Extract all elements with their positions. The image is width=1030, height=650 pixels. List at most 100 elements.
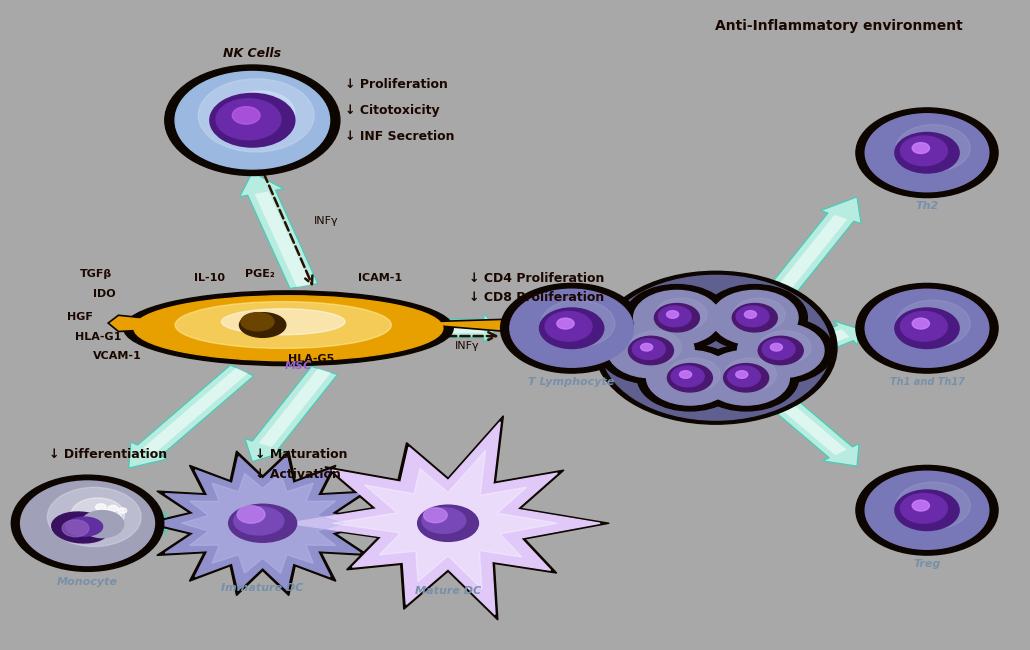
- Text: Immature DC: Immature DC: [221, 583, 304, 593]
- Circle shape: [913, 318, 929, 329]
- Circle shape: [80, 511, 124, 538]
- Text: Treg: Treg: [914, 558, 940, 569]
- Text: Mature DC: Mature DC: [415, 586, 481, 597]
- Polygon shape: [755, 197, 861, 313]
- Circle shape: [895, 308, 959, 348]
- Text: ↓ Maturation: ↓ Maturation: [255, 448, 348, 461]
- Polygon shape: [789, 329, 850, 358]
- Ellipse shape: [124, 291, 453, 365]
- Circle shape: [628, 336, 674, 365]
- Polygon shape: [165, 512, 168, 535]
- Circle shape: [913, 142, 929, 153]
- Circle shape: [647, 350, 733, 405]
- Text: INFγ: INFγ: [314, 216, 339, 226]
- Circle shape: [712, 291, 798, 345]
- Circle shape: [237, 506, 265, 523]
- Circle shape: [693, 344, 798, 411]
- Ellipse shape: [422, 508, 466, 534]
- Ellipse shape: [175, 302, 391, 348]
- Text: IL-10: IL-10: [194, 273, 225, 283]
- Circle shape: [510, 289, 633, 367]
- Circle shape: [47, 488, 141, 547]
- Polygon shape: [422, 324, 484, 333]
- Circle shape: [108, 505, 118, 512]
- Polygon shape: [616, 326, 652, 348]
- Polygon shape: [240, 172, 317, 289]
- Polygon shape: [344, 520, 360, 526]
- Circle shape: [770, 343, 783, 351]
- Polygon shape: [108, 315, 180, 332]
- Ellipse shape: [134, 296, 443, 361]
- Polygon shape: [154, 457, 371, 590]
- Circle shape: [900, 136, 948, 166]
- Ellipse shape: [241, 313, 274, 331]
- Circle shape: [110, 514, 122, 521]
- Circle shape: [727, 366, 760, 387]
- Text: T Lymphocyte: T Lymphocyte: [528, 376, 615, 387]
- Circle shape: [594, 271, 837, 424]
- Circle shape: [629, 331, 681, 363]
- Circle shape: [62, 520, 89, 537]
- Ellipse shape: [229, 504, 297, 542]
- Polygon shape: [181, 473, 344, 573]
- Circle shape: [735, 370, 748, 378]
- Circle shape: [896, 482, 970, 529]
- Polygon shape: [143, 368, 248, 453]
- Circle shape: [736, 306, 769, 327]
- Circle shape: [501, 283, 643, 373]
- Circle shape: [865, 114, 989, 192]
- Circle shape: [175, 72, 330, 169]
- Circle shape: [856, 283, 998, 373]
- Ellipse shape: [239, 313, 285, 337]
- Polygon shape: [254, 192, 311, 287]
- Circle shape: [641, 343, 653, 351]
- Circle shape: [728, 317, 833, 384]
- Polygon shape: [628, 327, 647, 345]
- Circle shape: [210, 94, 295, 147]
- Text: Anti-Inflammatory environment: Anti-Inflammatory environment: [715, 19, 963, 33]
- Text: PGE₂: PGE₂: [245, 269, 275, 280]
- Circle shape: [759, 331, 811, 363]
- Polygon shape: [166, 520, 168, 526]
- Text: ↓ Citotoxicity: ↓ Citotoxicity: [345, 104, 440, 117]
- Circle shape: [226, 91, 295, 135]
- Text: NK Cells: NK Cells: [224, 47, 281, 60]
- Circle shape: [557, 318, 574, 329]
- Polygon shape: [259, 369, 331, 447]
- Circle shape: [100, 510, 113, 518]
- Text: Monocyte: Monocyte: [57, 577, 118, 587]
- Polygon shape: [427, 318, 541, 333]
- Text: ↓ INF Secretion: ↓ INF Secretion: [345, 130, 454, 143]
- Polygon shape: [756, 385, 859, 466]
- Circle shape: [633, 291, 720, 345]
- Text: HGF: HGF: [67, 312, 93, 322]
- Circle shape: [895, 490, 959, 530]
- Text: ↓ CD4 Proliferation: ↓ CD4 Proliferation: [469, 272, 604, 285]
- Circle shape: [865, 471, 989, 549]
- Circle shape: [545, 311, 592, 341]
- Circle shape: [624, 285, 729, 351]
- Polygon shape: [278, 416, 609, 620]
- Circle shape: [745, 311, 756, 318]
- Circle shape: [655, 298, 708, 331]
- Circle shape: [856, 108, 998, 198]
- Polygon shape: [245, 367, 338, 462]
- Polygon shape: [761, 215, 848, 311]
- Circle shape: [913, 500, 929, 511]
- Circle shape: [198, 79, 314, 152]
- Circle shape: [672, 366, 705, 387]
- Circle shape: [900, 493, 948, 523]
- Polygon shape: [129, 365, 253, 468]
- Circle shape: [758, 336, 803, 365]
- Ellipse shape: [221, 309, 345, 335]
- Circle shape: [895, 133, 959, 173]
- Circle shape: [732, 304, 778, 332]
- Text: ↓ Activation: ↓ Activation: [255, 468, 341, 481]
- Circle shape: [733, 298, 785, 331]
- Circle shape: [96, 504, 106, 511]
- Circle shape: [865, 289, 989, 367]
- Circle shape: [896, 300, 970, 347]
- Circle shape: [638, 344, 743, 411]
- Ellipse shape: [417, 505, 479, 541]
- Circle shape: [680, 370, 691, 378]
